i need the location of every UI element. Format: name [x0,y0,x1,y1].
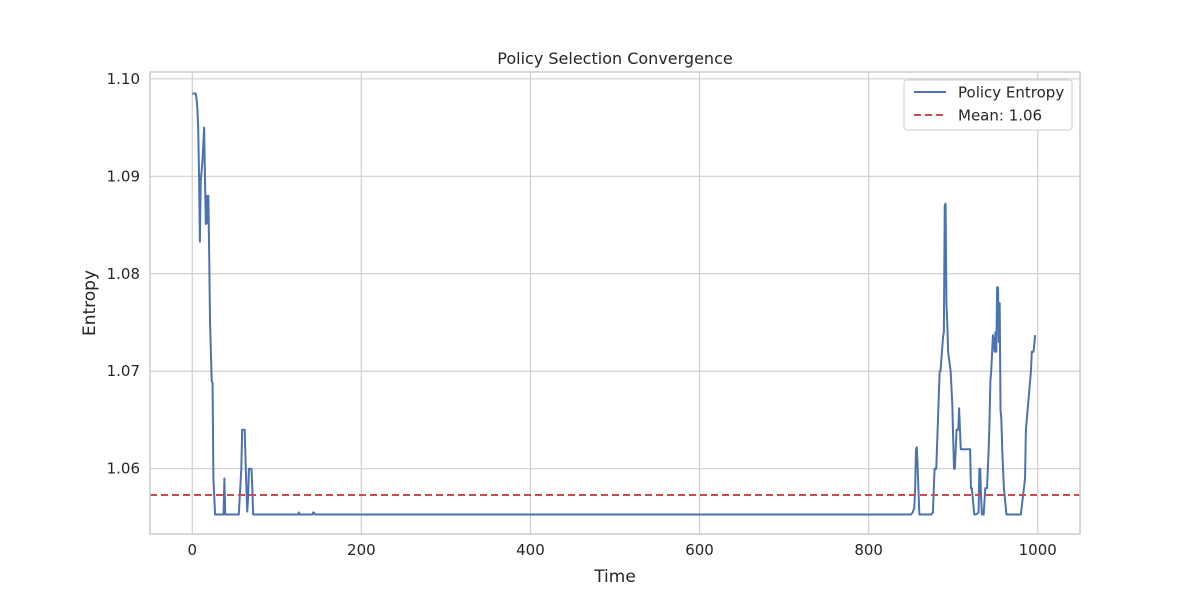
y-tick-label: 1.10 [107,70,140,88]
y-tick-label: 1.08 [107,265,140,283]
y-tick-label: 1.06 [107,460,140,478]
chart-title: Policy Selection Convergence [497,49,732,68]
y-tick-label: 1.07 [107,362,140,380]
x-tick-label: 0 [187,541,197,559]
series-layer [150,92,1080,516]
x-tick-label: 600 [685,541,714,559]
x-tick-label: 800 [854,541,883,559]
x-tick-label: 1000 [1019,541,1057,559]
plot-frame [149,71,1081,535]
tick-labels: 0 200 400 600 800 1000 1.06 1.07 1.08 1.09 1.10 [107,70,1057,559]
grid-lines [150,72,1080,534]
x-tick-label: 200 [347,541,376,559]
x-axis-label: Time [593,567,636,587]
y-axis-label: Entropy [80,270,100,336]
legend: Policy Entropy Mean: 1.06 [903,79,1073,131]
legend-label-policy-entropy: Policy Entropy [958,84,1064,102]
legend-label-mean: Mean: 1.06 [958,107,1042,125]
x-tick-label: 400 [516,541,545,559]
y-tick-label: 1.09 [107,167,140,185]
series-line-policy-entropy [192,92,1037,516]
